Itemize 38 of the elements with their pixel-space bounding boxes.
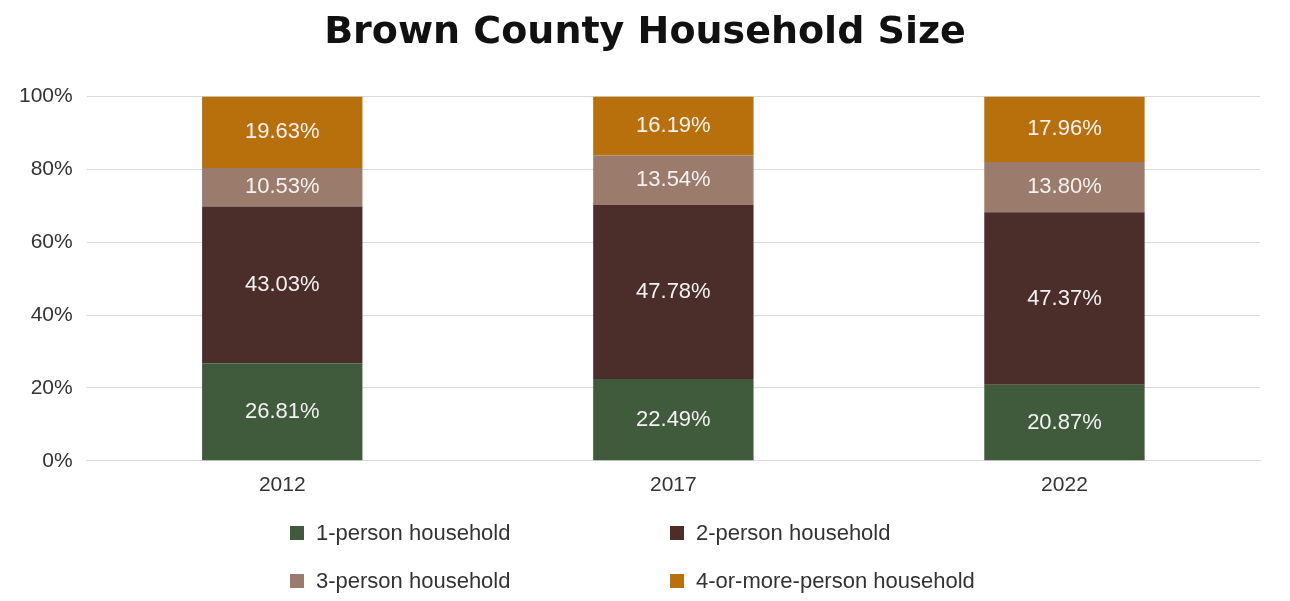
x-tick-label: 2017	[650, 472, 697, 496]
data-label: 10.53%	[244, 173, 320, 199]
data-label: 20.87%	[1027, 408, 1102, 434]
y-tick-label: 40%	[30, 301, 73, 325]
data-label: 43.03%	[244, 270, 320, 296]
bar	[202, 168, 363, 207]
bar	[593, 155, 754, 205]
y-tick-label: 20%	[30, 374, 73, 398]
bar	[984, 162, 1145, 213]
bar	[593, 204, 754, 379]
x-tick-label: 2012	[258, 472, 306, 496]
bar	[593, 378, 754, 461]
data-label: 17.96%	[1027, 115, 1102, 141]
bar	[202, 96, 363, 169]
legend-label: 1-person household	[316, 520, 511, 546]
chart-title: Brown County Household Size	[323, 8, 967, 52]
data-label: 13.54%	[636, 166, 711, 192]
bar	[202, 363, 363, 461]
legend-label: 3-person household	[316, 568, 511, 594]
data-label: 19.63%	[244, 118, 320, 144]
data-label: 13.80%	[1027, 173, 1102, 199]
bar	[984, 96, 1145, 163]
y-tick-label: 60%	[30, 229, 73, 253]
y-tick-label: 80%	[30, 156, 73, 180]
data-label: 26.81%	[244, 397, 320, 423]
bar	[593, 96, 754, 156]
y-tick-label: 0%	[42, 447, 73, 471]
bar	[984, 212, 1145, 385]
y-tick-label: 100%	[18, 83, 73, 107]
bar	[984, 384, 1145, 461]
data-label: 47.37%	[1027, 284, 1102, 310]
data-label: 47.78%	[636, 277, 711, 303]
x-tick-label: 2022	[1041, 472, 1088, 496]
data-label: 16.19%	[636, 112, 711, 138]
legend-label: 4-or-more-person household	[696, 568, 975, 594]
legend-label: 2-person household	[696, 520, 891, 546]
data-label: 22.49%	[636, 405, 711, 431]
bar	[202, 206, 363, 364]
